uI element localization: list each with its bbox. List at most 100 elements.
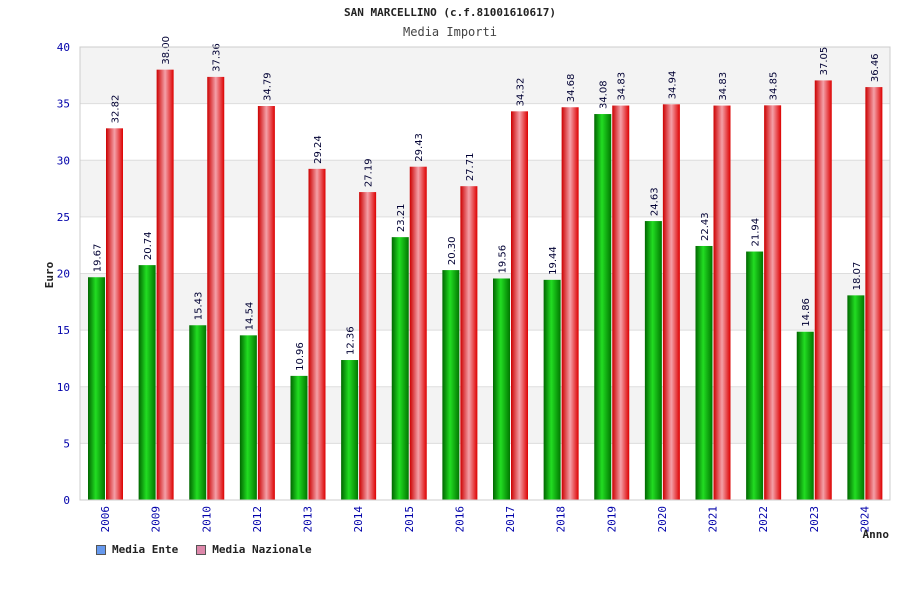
bar-media-nazionale: [612, 105, 630, 501]
bar-media-ente: [442, 270, 460, 500]
bar-media-nazionale: [106, 128, 123, 500]
bar-media-ente: [543, 279, 561, 500]
x-tick-label: 2012: [251, 506, 264, 533]
bar-media-ente: [746, 251, 764, 500]
chart-title: SAN MARCELLINO (c.f.81001610617): [344, 6, 556, 19]
legend-label-media-ente: Media Ente: [112, 543, 179, 556]
bar-media-ente: [847, 295, 865, 500]
data-label: 14.54: [244, 302, 255, 331]
y-tick-label: 35: [57, 98, 70, 111]
x-tick-label: 2009: [150, 506, 163, 533]
bar-media-ente: [189, 325, 207, 500]
bar-media-ente: [594, 114, 612, 500]
x-tick-label: 2023: [808, 506, 821, 533]
legend-item-media-nazionale: Media Nazionale: [196, 543, 312, 556]
data-label: 24.63: [649, 187, 660, 216]
bar-media-nazionale: [662, 104, 680, 500]
plot-frame: [79, 46, 891, 501]
data-label: 34.68: [566, 74, 577, 103]
data-label: 37.05: [819, 47, 830, 76]
data-label: 34.08: [599, 80, 610, 109]
data-label: 34.85: [769, 72, 780, 101]
y-tick-label: 40: [57, 41, 70, 54]
x-tick-label: 2019: [605, 506, 618, 533]
bar-media-nazionale: [207, 76, 225, 500]
y-tick-label: 25: [57, 211, 70, 224]
x-axis-title: Anno: [863, 528, 890, 541]
bar-media-ente: [695, 245, 713, 500]
x-tick-label: 2006: [99, 506, 112, 533]
data-label: 29.24: [313, 135, 324, 164]
y-tick-label: 30: [57, 154, 70, 167]
legend-swatch-media-nazionale: [196, 544, 207, 555]
y-tick-label: 5: [63, 437, 70, 450]
bar-media-nazionale: [511, 111, 528, 501]
x-tick-label: 2014: [352, 506, 365, 533]
bar-media-nazionale: [359, 192, 377, 501]
data-label: 19.56: [498, 245, 509, 274]
data-label: 36.46: [870, 53, 881, 82]
data-label: 29.43: [414, 133, 425, 162]
data-label: 18.07: [852, 262, 863, 291]
x-tick-label: 2013: [302, 506, 315, 533]
x-tick-label: 2016: [453, 506, 466, 533]
bar-media-ente: [341, 360, 359, 500]
data-label: 34.32: [516, 78, 527, 107]
x-tick-label: 2018: [555, 506, 568, 533]
data-label: 34.83: [718, 72, 729, 101]
bar-media-nazionale: [257, 106, 275, 501]
data-label: 32.82: [111, 95, 122, 124]
y-axis-title: Euro: [43, 261, 56, 288]
x-tick-label: 2022: [757, 506, 770, 533]
data-label: 19.67: [93, 244, 104, 273]
bar-media-ente: [493, 278, 510, 500]
data-label: 27.19: [364, 158, 375, 187]
y-tick-label: 15: [57, 324, 70, 337]
x-tick-label: 2017: [504, 506, 517, 533]
y-tick-label: 10: [57, 381, 70, 394]
data-label: 34.83: [617, 72, 628, 101]
x-tick-label: 2024: [858, 506, 871, 533]
bar-media-ente: [644, 221, 662, 500]
chart-subtitle: Media Importi: [403, 25, 497, 39]
data-label: 38.00: [161, 36, 172, 65]
data-label: 22.43: [700, 212, 711, 241]
bar-media-ente: [88, 277, 105, 500]
bar-media-ente: [290, 375, 308, 500]
x-tick-label: 2010: [200, 506, 213, 533]
bar-media-nazionale: [156, 69, 174, 501]
legend: Media Ente Media Nazionale: [96, 543, 312, 556]
data-label: 20.30: [447, 236, 458, 265]
data-label: 19.44: [548, 246, 559, 275]
bar-media-ente: [391, 237, 409, 501]
bar-media-ente: [796, 331, 814, 500]
bar-media-ente: [239, 335, 257, 500]
bar-media-nazionale: [865, 87, 883, 500]
x-tick-label: 2021: [707, 506, 720, 533]
data-label: 10.96: [295, 342, 306, 371]
data-label: 34.94: [667, 71, 678, 100]
bar-media-nazionale: [713, 105, 731, 501]
legend-label-media-nazionale: Media Nazionale: [212, 543, 312, 556]
legend-item-media-ente: Media Ente: [96, 543, 178, 556]
data-label: 21.94: [751, 218, 762, 247]
data-label: 34.79: [262, 72, 273, 101]
data-label: 15.43: [194, 292, 205, 321]
bar-media-nazionale: [764, 105, 782, 500]
bar-media-nazionale: [409, 166, 427, 500]
bar-media-nazionale: [814, 80, 832, 500]
data-label: 23.21: [396, 204, 407, 233]
bar-media-nazionale: [460, 186, 478, 500]
bar-media-nazionale: [561, 107, 579, 501]
data-label: 27.71: [465, 153, 476, 182]
legend-swatch-media-ente: [96, 544, 106, 555]
y-tick-label: 20: [57, 268, 70, 281]
x-tick-label: 2015: [403, 506, 416, 533]
data-label: 20.74: [143, 231, 154, 260]
data-label: 14.86: [801, 298, 812, 327]
data-label: 12.36: [346, 326, 357, 355]
bar-media-ente: [138, 265, 156, 500]
bar-media-nazionale: [308, 168, 326, 500]
y-tick-label: 0: [63, 494, 70, 507]
